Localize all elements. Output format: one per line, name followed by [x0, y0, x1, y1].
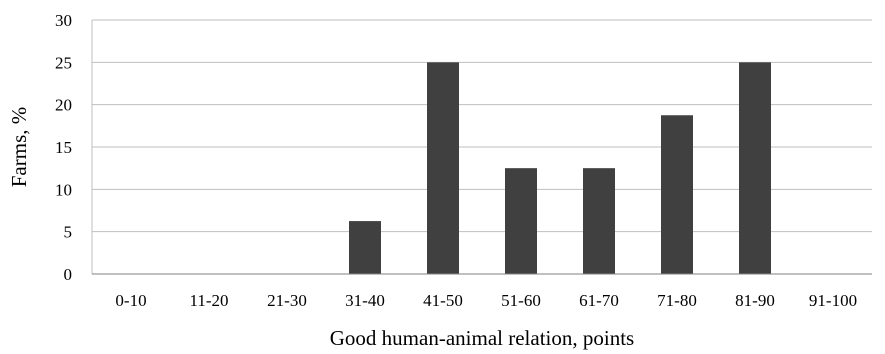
y-axis-title: Farms, % — [7, 107, 31, 188]
x-axis-title: Good human-animal relation, points — [330, 326, 634, 350]
y-tick-label: 5 — [64, 223, 73, 242]
y-tick-label: 30 — [55, 11, 72, 30]
x-tick-label: 51-60 — [501, 291, 541, 310]
x-tick-labels: 0-10 11-20 21-30 31-40 41-50 51-60 61-70 71-80 8… — [115, 291, 857, 310]
x-tick-label: 41-50 — [423, 291, 463, 310]
x-tick-label: 21-30 — [267, 291, 307, 310]
x-tick-label: 31-40 — [345, 291, 385, 310]
y-tick-label: 10 — [55, 180, 72, 199]
x-tick-label: 61-70 — [579, 291, 619, 310]
y-tick-label: 25 — [55, 53, 72, 72]
bar — [583, 168, 615, 274]
bar — [427, 62, 459, 275]
y-tick-label: 15 — [55, 138, 72, 157]
x-tick-label: 81-90 — [735, 291, 775, 310]
bar — [739, 62, 771, 275]
x-tick-label: 0-10 — [115, 291, 146, 310]
y-tick-labels: 0 5 10 15 20 25 30 — [55, 11, 72, 284]
bars — [349, 62, 771, 275]
bar — [349, 221, 381, 274]
bar — [505, 168, 537, 274]
x-tick-label: 91-100 — [809, 291, 857, 310]
bar — [661, 115, 693, 274]
y-tick-label: 0 — [64, 265, 73, 284]
y-tick-label: 20 — [55, 96, 72, 115]
x-tick-label: 71-80 — [657, 291, 697, 310]
x-tick-label: 11-20 — [189, 291, 228, 310]
